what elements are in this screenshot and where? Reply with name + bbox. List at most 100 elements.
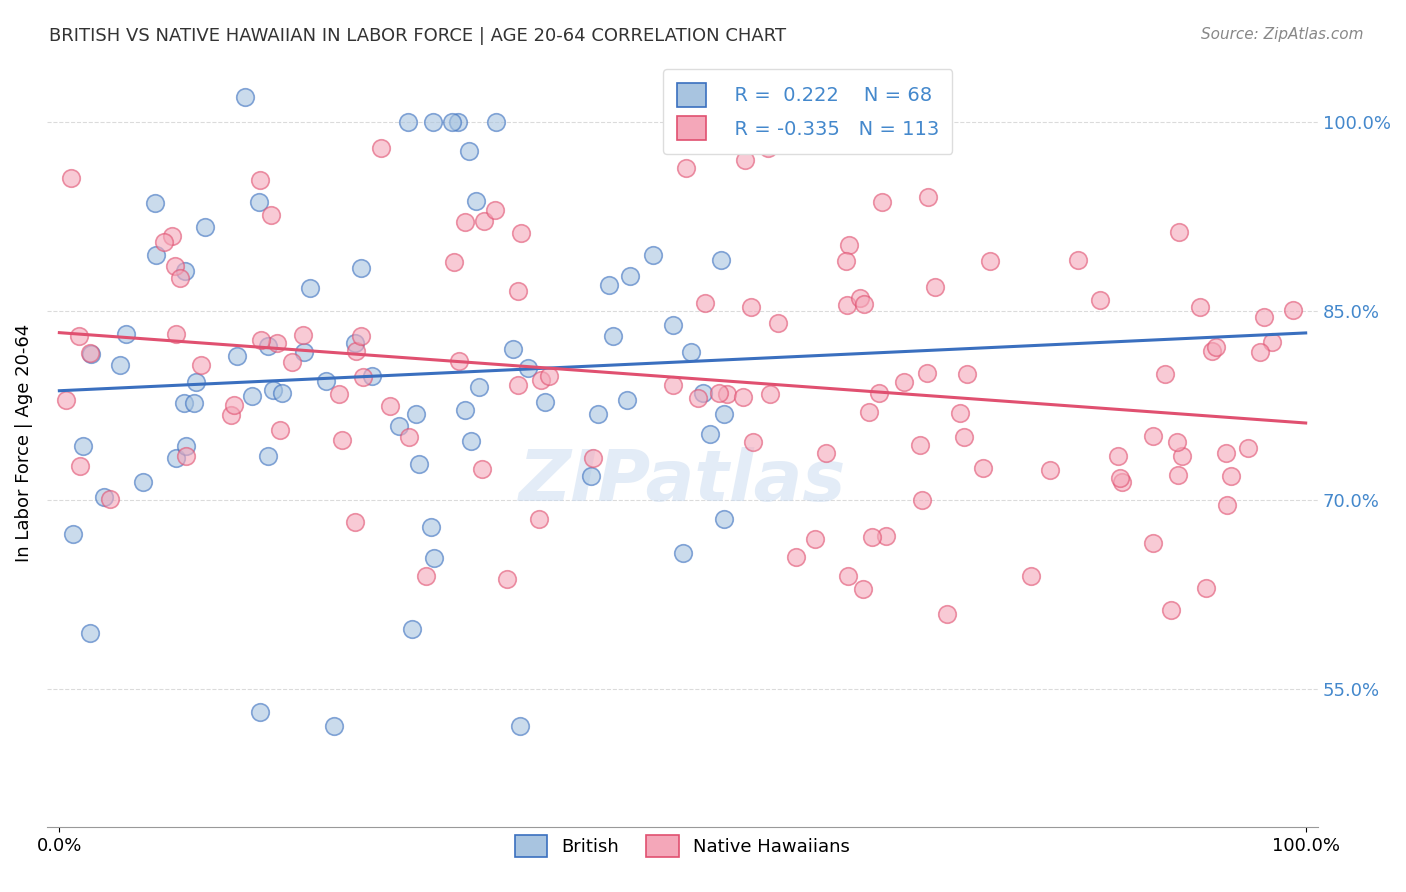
Point — [378, 399, 401, 413]
Point — [1039, 463, 1062, 477]
Point — [1253, 310, 1275, 325]
Point — [1216, 498, 1239, 512]
Point — [269, 423, 291, 437]
Point — [713, 512, 735, 526]
Point — [875, 529, 897, 543]
Point — [62, 527, 84, 541]
Point — [910, 437, 932, 451]
Point — [249, 706, 271, 720]
Point — [464, 194, 486, 208]
Point — [422, 115, 444, 129]
Point — [460, 434, 482, 449]
Point — [768, 316, 790, 330]
Point — [661, 318, 683, 332]
Point — [194, 219, 217, 234]
Point — [848, 291, 870, 305]
Point — [79, 346, 101, 360]
Point — [852, 297, 875, 311]
Point — [350, 329, 373, 343]
Point — [643, 248, 665, 262]
Point — [454, 215, 477, 229]
Point — [1170, 449, 1192, 463]
Point — [143, 196, 166, 211]
Point — [454, 402, 477, 417]
Text: BRITISH VS NATIVE HAWAIIAN IN LABOR FORCE | AGE 20-64 CORRELATION CHART: BRITISH VS NATIVE HAWAIIAN IN LABOR FORC… — [49, 27, 786, 45]
Point — [1282, 303, 1305, 318]
Point — [259, 208, 281, 222]
Legend: British, Native Hawaiians: British, Native Hawaiians — [508, 828, 858, 864]
Point — [405, 407, 427, 421]
Point — [219, 408, 242, 422]
Point — [716, 386, 738, 401]
Point — [533, 395, 555, 409]
Point — [388, 418, 411, 433]
Point — [686, 391, 709, 405]
Point — [1142, 429, 1164, 443]
Point — [415, 569, 437, 583]
Point — [291, 327, 314, 342]
Point — [837, 569, 859, 583]
Point — [69, 458, 91, 473]
Point — [530, 373, 553, 387]
Point — [1201, 343, 1223, 358]
Point — [936, 607, 959, 621]
Text: ZIPatlas: ZIPatlas — [519, 447, 846, 516]
Point — [93, 490, 115, 504]
Point — [893, 375, 915, 389]
Point — [59, 170, 82, 185]
Point — [165, 451, 187, 466]
Point — [509, 719, 531, 733]
Point — [257, 449, 280, 463]
Point — [838, 237, 860, 252]
Point — [742, 435, 765, 450]
Point — [582, 450, 605, 465]
Point — [330, 433, 353, 447]
Point — [408, 457, 430, 471]
Point — [153, 235, 176, 250]
Point — [911, 492, 934, 507]
Point — [266, 335, 288, 350]
Point — [915, 366, 938, 380]
Point — [692, 385, 714, 400]
Point — [115, 326, 138, 341]
Point — [870, 195, 893, 210]
Point — [502, 342, 524, 356]
Point — [1142, 536, 1164, 550]
Point — [361, 368, 384, 383]
Point — [972, 460, 994, 475]
Point — [72, 439, 94, 453]
Point — [423, 550, 446, 565]
Point — [917, 189, 939, 203]
Point — [1188, 300, 1211, 314]
Point — [837, 298, 859, 312]
Point — [956, 368, 979, 382]
Point — [598, 277, 620, 292]
Point — [344, 515, 367, 529]
Point — [710, 252, 733, 267]
Point — [949, 406, 972, 420]
Point — [506, 284, 529, 298]
Point — [1167, 468, 1189, 483]
Point — [471, 462, 494, 476]
Y-axis label: In Labor Force | Age 20-64: In Labor Force | Age 20-64 — [15, 324, 32, 563]
Point — [174, 264, 197, 278]
Point — [80, 347, 103, 361]
Point — [299, 281, 322, 295]
Point — [709, 385, 731, 400]
Point — [55, 392, 77, 407]
Point — [1237, 441, 1260, 455]
Point — [222, 398, 245, 412]
Point — [257, 339, 280, 353]
Point — [699, 427, 721, 442]
Point — [538, 368, 561, 383]
Point — [681, 345, 703, 359]
Point — [190, 358, 212, 372]
Point — [506, 378, 529, 392]
Point — [672, 546, 695, 560]
Point — [1107, 449, 1129, 463]
Point — [344, 335, 367, 350]
Point — [240, 389, 263, 403]
Point — [1168, 225, 1191, 239]
Point — [662, 378, 685, 392]
Point — [734, 153, 756, 168]
